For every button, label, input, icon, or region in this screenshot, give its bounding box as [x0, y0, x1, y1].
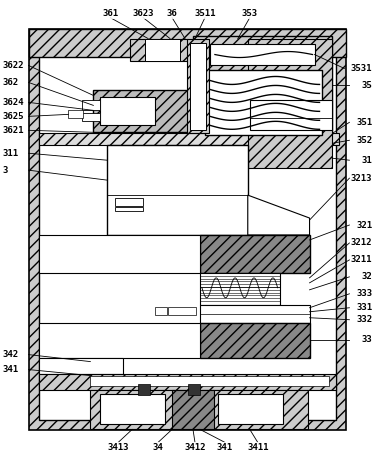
Bar: [39, 358, 123, 374]
Bar: [250, 101, 333, 130]
Bar: [188, 384, 200, 396]
Bar: [130, 39, 188, 61]
Text: 3213: 3213: [351, 174, 372, 183]
Text: 331: 331: [356, 303, 372, 312]
Text: 321: 321: [356, 220, 372, 230]
Bar: [90, 375, 330, 386]
Text: 341: 341: [3, 365, 19, 374]
Text: 33: 33: [362, 335, 372, 344]
Text: 3623: 3623: [132, 9, 154, 18]
Bar: [138, 384, 150, 396]
Text: 311: 311: [3, 149, 19, 158]
Bar: [82, 101, 100, 110]
Bar: [200, 273, 280, 305]
Text: 3531: 3531: [351, 64, 372, 73]
Bar: [93, 90, 193, 132]
Bar: [210, 44, 315, 66]
Text: 3622: 3622: [3, 61, 24, 70]
Text: 34: 34: [153, 443, 164, 452]
Text: 3511: 3511: [194, 9, 216, 18]
Bar: [155, 307, 167, 315]
Text: 3: 3: [3, 166, 8, 175]
Bar: [115, 198, 143, 206]
Text: 333: 333: [356, 289, 372, 298]
Text: 341: 341: [217, 443, 233, 452]
Text: 3621: 3621: [3, 126, 24, 135]
Bar: [39, 374, 336, 390]
Bar: [39, 235, 200, 273]
Text: 353: 353: [242, 9, 258, 18]
Text: 361: 361: [102, 9, 118, 18]
Bar: [107, 145, 248, 235]
Polygon shape: [248, 195, 309, 235]
Bar: [100, 97, 155, 125]
Bar: [69, 110, 83, 118]
Text: 3212: 3212: [351, 239, 372, 247]
Bar: [200, 323, 309, 358]
Bar: [39, 133, 339, 145]
Text: 35: 35: [362, 81, 372, 90]
Bar: [168, 307, 196, 315]
Text: 352: 352: [356, 136, 372, 145]
Text: 3412: 3412: [184, 443, 206, 452]
Bar: [39, 39, 336, 420]
Text: 36: 36: [166, 9, 177, 18]
Text: 3624: 3624: [3, 98, 24, 107]
Text: 3211: 3211: [351, 255, 372, 264]
Text: 351: 351: [356, 118, 372, 127]
Text: 332: 332: [356, 315, 372, 324]
Bar: [190, 43, 206, 130]
Bar: [218, 394, 283, 425]
Bar: [28, 28, 347, 56]
Bar: [28, 28, 347, 431]
Bar: [100, 394, 165, 425]
Bar: [200, 305, 309, 323]
Text: 32: 32: [362, 272, 372, 281]
Bar: [200, 235, 309, 273]
Bar: [115, 207, 143, 211]
Text: 342: 342: [3, 350, 19, 359]
Bar: [145, 39, 180, 61]
Bar: [248, 39, 333, 168]
Bar: [82, 113, 100, 121]
Text: 3625: 3625: [3, 112, 24, 121]
Bar: [205, 71, 322, 135]
Bar: [172, 390, 214, 429]
Bar: [39, 323, 200, 358]
Bar: [90, 390, 308, 429]
Text: 3411: 3411: [247, 443, 268, 452]
Bar: [187, 39, 209, 133]
Bar: [193, 36, 333, 135]
Text: 31: 31: [362, 156, 372, 165]
Text: 3413: 3413: [108, 443, 129, 452]
Text: 362: 362: [3, 78, 19, 87]
